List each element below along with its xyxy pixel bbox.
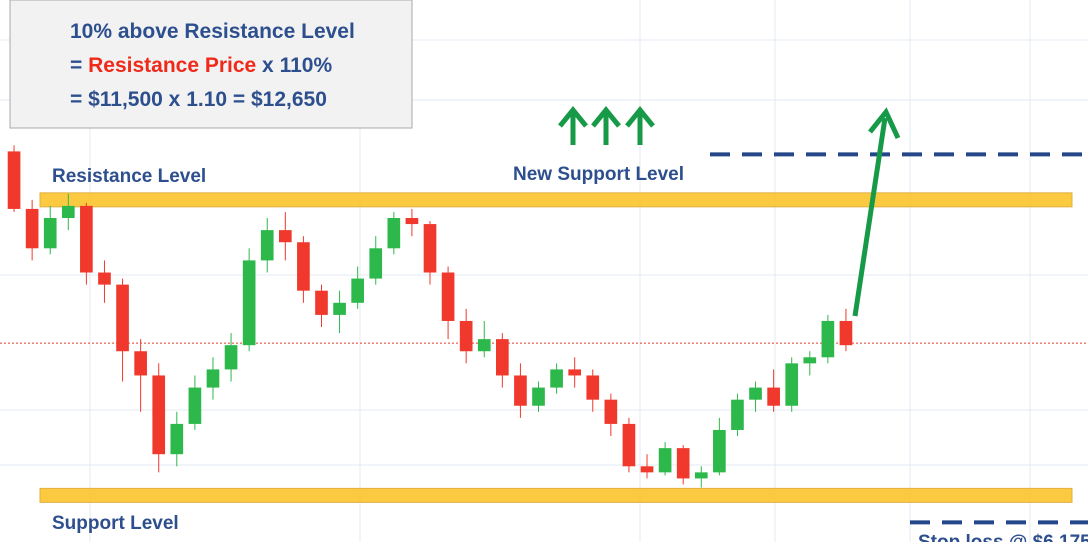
candle-body — [80, 205, 93, 273]
candle-body — [749, 387, 762, 400]
candle-body — [315, 290, 328, 315]
candle-body — [134, 351, 147, 376]
candle-body — [333, 302, 346, 315]
level-label: New Support Level — [513, 164, 684, 185]
annotation-part: = — [70, 54, 88, 77]
candle-body — [640, 466, 654, 473]
annotation-line: 10% above Resistance Level — [70, 20, 355, 43]
candle-body — [7, 151, 21, 209]
candle-body — [658, 448, 672, 473]
candle-body — [731, 399, 744, 430]
candle-body — [224, 345, 238, 370]
candle-body — [98, 272, 111, 285]
candle-body — [260, 230, 274, 261]
candle-body — [297, 242, 310, 291]
annotation-line: = $11,500 x 1.10 = $12,650 — [70, 88, 327, 111]
candle-body — [477, 339, 491, 352]
resistance-band — [39, 192, 1073, 208]
candle-body — [713, 429, 726, 473]
candle-body — [61, 205, 75, 219]
candle-body — [116, 284, 129, 352]
candle-body — [839, 320, 853, 346]
candle-body — [586, 375, 600, 400]
candle-body — [25, 208, 39, 249]
candle-body — [423, 224, 437, 273]
candle-body — [694, 472, 708, 479]
candle-body — [676, 448, 690, 479]
candle-body — [206, 369, 220, 388]
candle-body — [767, 387, 780, 406]
annotation-box — [9, 0, 413, 129]
support-band — [39, 487, 1073, 503]
candle-body — [405, 218, 419, 225]
annotation-line: = Resistance Price x 110% — [70, 54, 332, 77]
annotation-part: Resistance Price — [88, 54, 256, 77]
candle-body — [514, 375, 527, 406]
candle-body — [441, 272, 455, 321]
candle-body — [459, 320, 473, 352]
candle-body — [568, 369, 582, 376]
annotation-part: x 110% — [256, 54, 332, 77]
candle-body — [496, 339, 509, 376]
candle-body — [152, 375, 166, 455]
candle-body — [43, 218, 57, 249]
level-label: Stop loss @ $6,175 — [918, 532, 1088, 542]
candle-body — [532, 387, 545, 406]
candle-body — [550, 369, 563, 388]
level-label: Resistance Level — [52, 166, 206, 187]
candle-body — [785, 363, 799, 406]
candle-body — [242, 260, 256, 346]
breakout-arrow — [852, 107, 901, 317]
candle-body — [188, 387, 202, 424]
candle-body — [278, 230, 292, 243]
candle-body — [821, 320, 835, 358]
up-arrows — [558, 106, 655, 145]
candle-body — [369, 248, 383, 279]
candle-body — [604, 399, 618, 424]
candle-body — [387, 218, 401, 249]
level-label: Support Level — [52, 513, 179, 534]
candle-body — [803, 357, 817, 364]
candle-body — [622, 423, 636, 467]
candle-body — [351, 278, 364, 303]
candle-body — [170, 423, 184, 455]
